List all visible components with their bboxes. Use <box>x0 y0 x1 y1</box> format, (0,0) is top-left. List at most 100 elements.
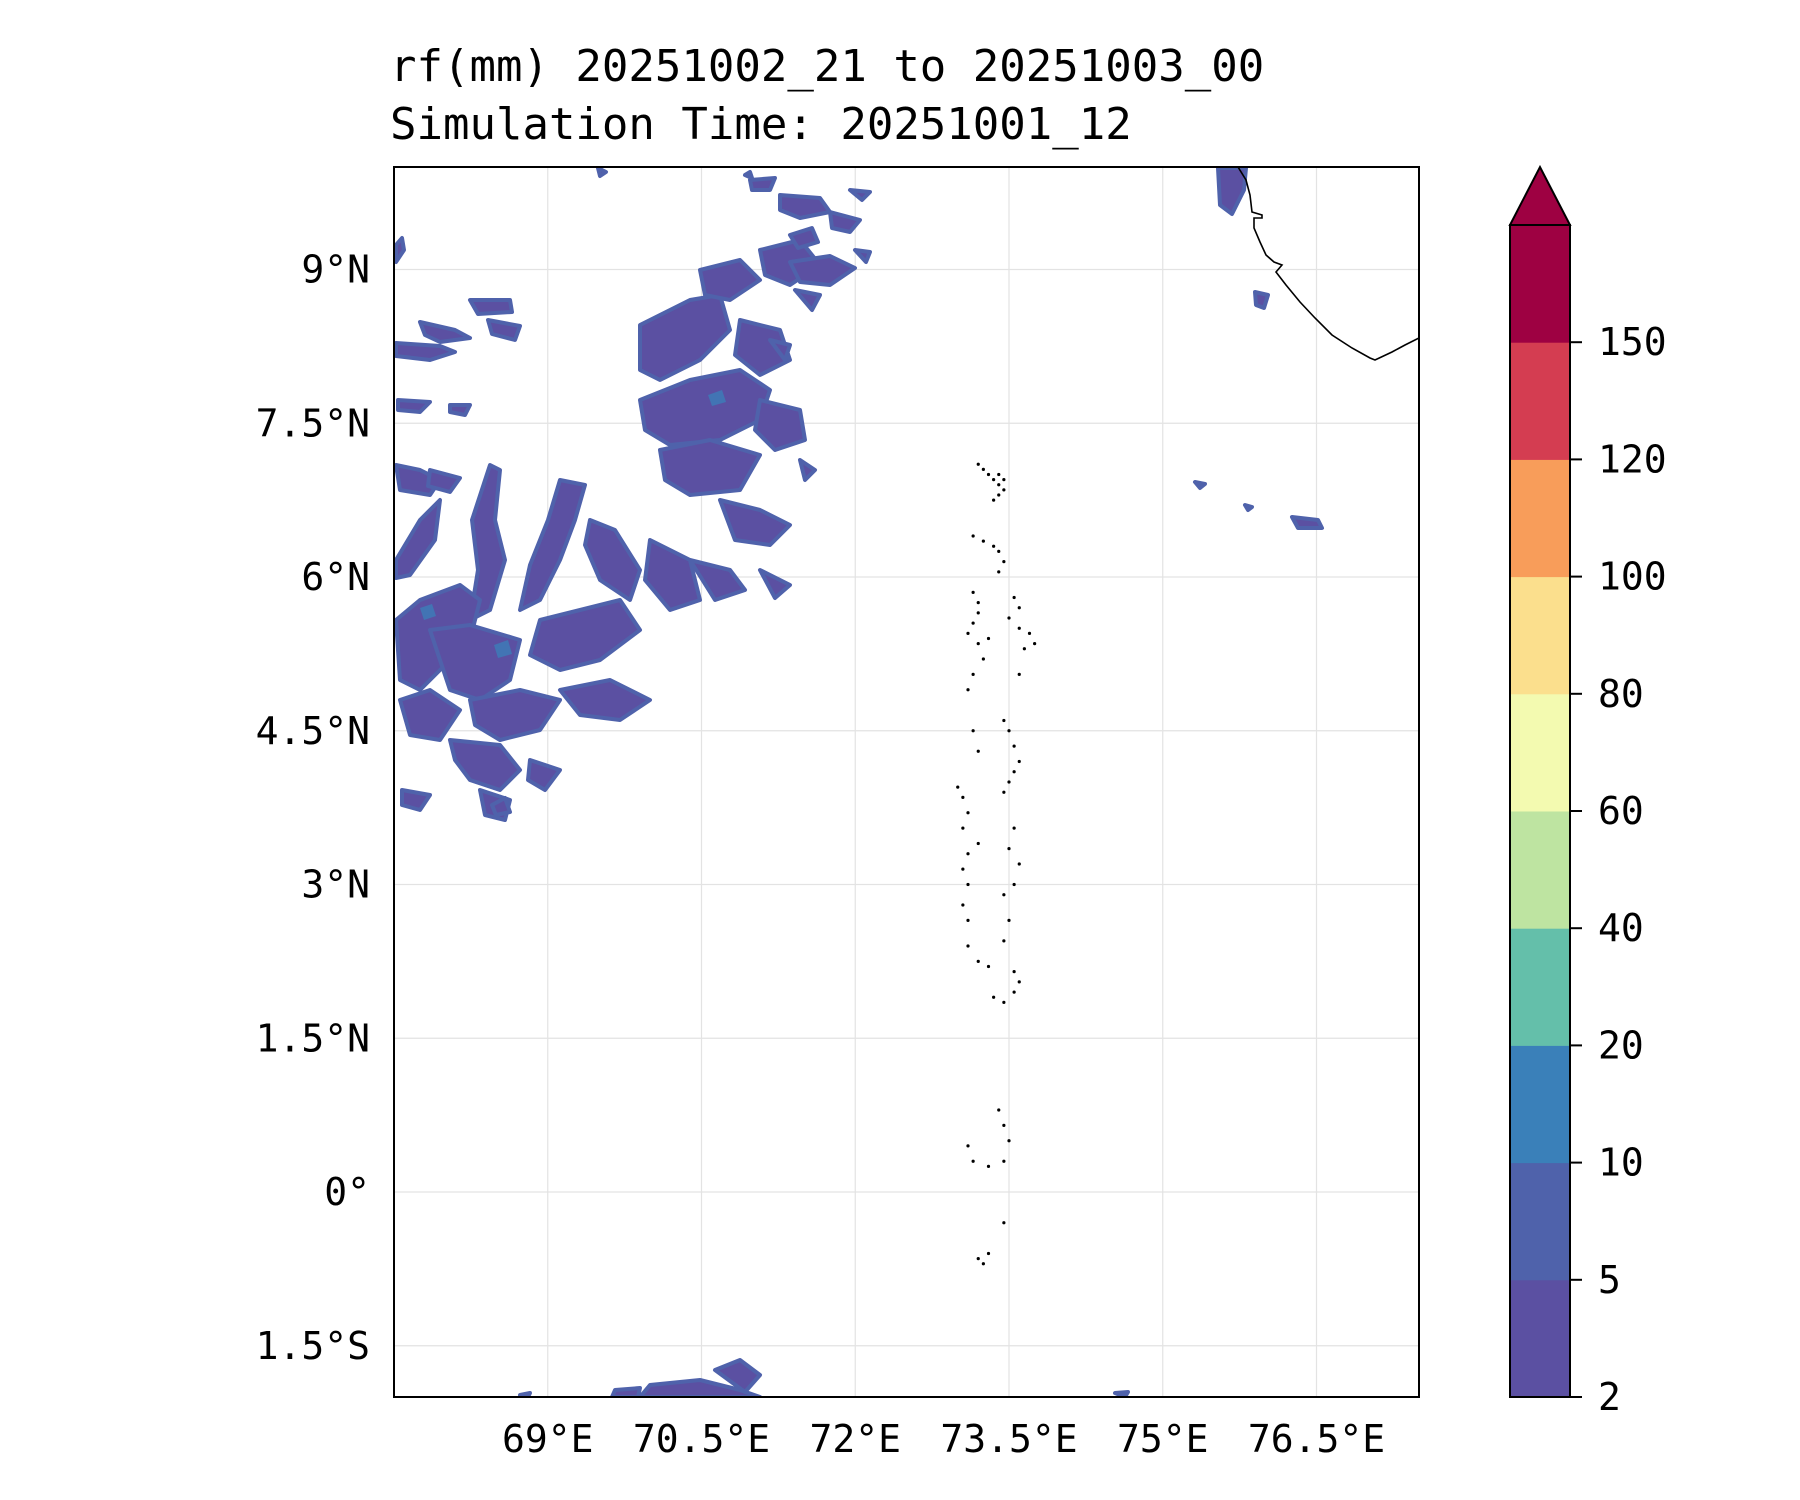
atoll-dot <box>1022 647 1026 651</box>
atoll-dot <box>966 631 970 635</box>
atoll-dot <box>971 590 975 594</box>
lat-tick-label: 7.5°N <box>256 401 370 445</box>
atoll-dot <box>992 995 996 999</box>
colorbar-segment <box>1510 342 1570 460</box>
chart-title-line-2: Simulation Time: 20251001_12 <box>390 99 1132 150</box>
atoll-dot <box>966 918 970 922</box>
rain-patch <box>718 498 792 547</box>
rain-patch <box>400 788 432 812</box>
atoll-dot <box>992 478 996 482</box>
map-gridlines <box>394 167 1419 1397</box>
atoll-dot <box>997 549 1001 553</box>
rain-patch-10mm <box>494 640 512 658</box>
rain-patch-10mm <box>708 390 726 406</box>
atoll-dot <box>981 467 985 471</box>
rain-patch <box>1216 167 1248 216</box>
atoll-dot <box>976 749 980 753</box>
rain-patch <box>798 458 817 482</box>
rain-patch <box>448 738 522 792</box>
atoll-dot <box>1017 980 1021 984</box>
atoll-dot <box>1007 918 1011 922</box>
atoll-dot <box>976 462 980 466</box>
rain-patch <box>733 318 792 377</box>
rain-patch <box>743 170 754 180</box>
atoll-dot <box>1012 744 1016 748</box>
rain-patch <box>658 438 762 497</box>
atoll-dot <box>976 841 980 846</box>
atoll-dot <box>1017 759 1021 764</box>
colorbar-segment <box>1510 225 1570 343</box>
lat-tick-label: 6°N <box>301 555 370 599</box>
atoll-dot <box>1017 626 1021 630</box>
colorbar-segment <box>1510 811 1570 929</box>
rain-patch <box>748 176 777 192</box>
rain-patch <box>394 236 406 264</box>
rain-patch <box>468 463 507 622</box>
rain-patch <box>486 318 522 342</box>
colorbar-tick-label: 2 <box>1598 1375 1621 1419</box>
atoll-dot <box>1012 770 1016 774</box>
lon-tick-label: 72°E <box>809 1417 901 1461</box>
colorbar-tick-label: 60 <box>1598 789 1644 833</box>
lat-tick-label: 1.5°N <box>256 1016 370 1060</box>
atoll-dot <box>971 534 975 538</box>
atoll-dot <box>1002 1123 1006 1127</box>
atoll-dot <box>1017 672 1021 676</box>
atoll-dot <box>961 826 965 830</box>
atoll-dot <box>1012 990 1016 994</box>
rain-patch <box>788 226 820 250</box>
atoll-dot <box>986 1164 991 1168</box>
atoll-dot <box>1002 478 1006 482</box>
atoll-dot <box>966 1144 970 1148</box>
atoll-dot <box>966 944 970 948</box>
atoll-dot <box>976 611 980 615</box>
india-coastline <box>1237 167 1419 361</box>
atoll-dot <box>1002 488 1006 492</box>
atoll-dot <box>986 964 991 969</box>
colorbar-tick-label: 5 <box>1598 1258 1621 1302</box>
colorbar-extend-arrow <box>1508 164 1572 226</box>
atoll-dot <box>1007 1139 1011 1143</box>
atoll-dot <box>1002 718 1006 723</box>
rain-patch <box>396 398 432 414</box>
atoll-dot <box>961 795 965 799</box>
atoll-dot <box>997 570 1001 574</box>
colorbar-segment <box>1510 1162 1570 1281</box>
atoll-dot <box>1007 847 1011 851</box>
atoll-dot <box>976 1257 980 1261</box>
atoll-dot <box>1007 780 1011 784</box>
atoll-dot <box>956 785 960 789</box>
atoll-dot <box>1012 882 1016 887</box>
rain-patch <box>828 210 862 234</box>
atoll-dot <box>986 636 991 641</box>
colorbar-segment <box>1510 928 1570 1046</box>
lat-tick-label: 1.5°S <box>256 1324 370 1368</box>
atoll-dot <box>1012 595 1016 600</box>
rain-patch <box>753 398 807 452</box>
atoll-dot <box>992 498 996 502</box>
atoll-dot <box>1002 1159 1006 1163</box>
rain-patch <box>778 193 832 220</box>
atoll-dot <box>1017 606 1021 610</box>
atoll-dot <box>1002 560 1006 564</box>
rain-patch <box>426 468 462 494</box>
colorbar-segment <box>1510 576 1570 695</box>
atoll-dot <box>986 472 991 477</box>
rain-patch <box>688 558 747 602</box>
rain-patch <box>853 248 872 264</box>
rain-patch <box>1243 503 1254 512</box>
colorbar: 2 5 10 20 40 60 80 100 120 150 <box>1508 164 1667 1419</box>
colorbar-tick-label: 10 <box>1598 1141 1644 1185</box>
atoll-dot <box>976 642 980 646</box>
colorbar-segment <box>1510 1279 1570 1398</box>
lon-tick-label: 73.5°E <box>940 1417 1077 1461</box>
atoll-dot <box>1027 631 1032 635</box>
rain-patch <box>643 538 702 612</box>
atoll-dot <box>961 867 965 871</box>
rain-patch <box>394 341 457 362</box>
atoll-dot <box>997 483 1001 487</box>
atoll-dot <box>971 729 975 733</box>
atoll-dot <box>981 657 985 661</box>
rain-patch <box>698 258 762 302</box>
rain-patch <box>518 478 587 612</box>
